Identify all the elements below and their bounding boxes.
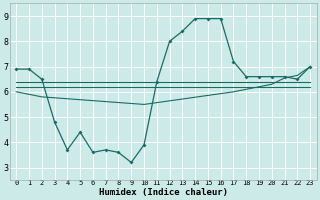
X-axis label: Humidex (Indice chaleur): Humidex (Indice chaleur) — [99, 188, 228, 197]
